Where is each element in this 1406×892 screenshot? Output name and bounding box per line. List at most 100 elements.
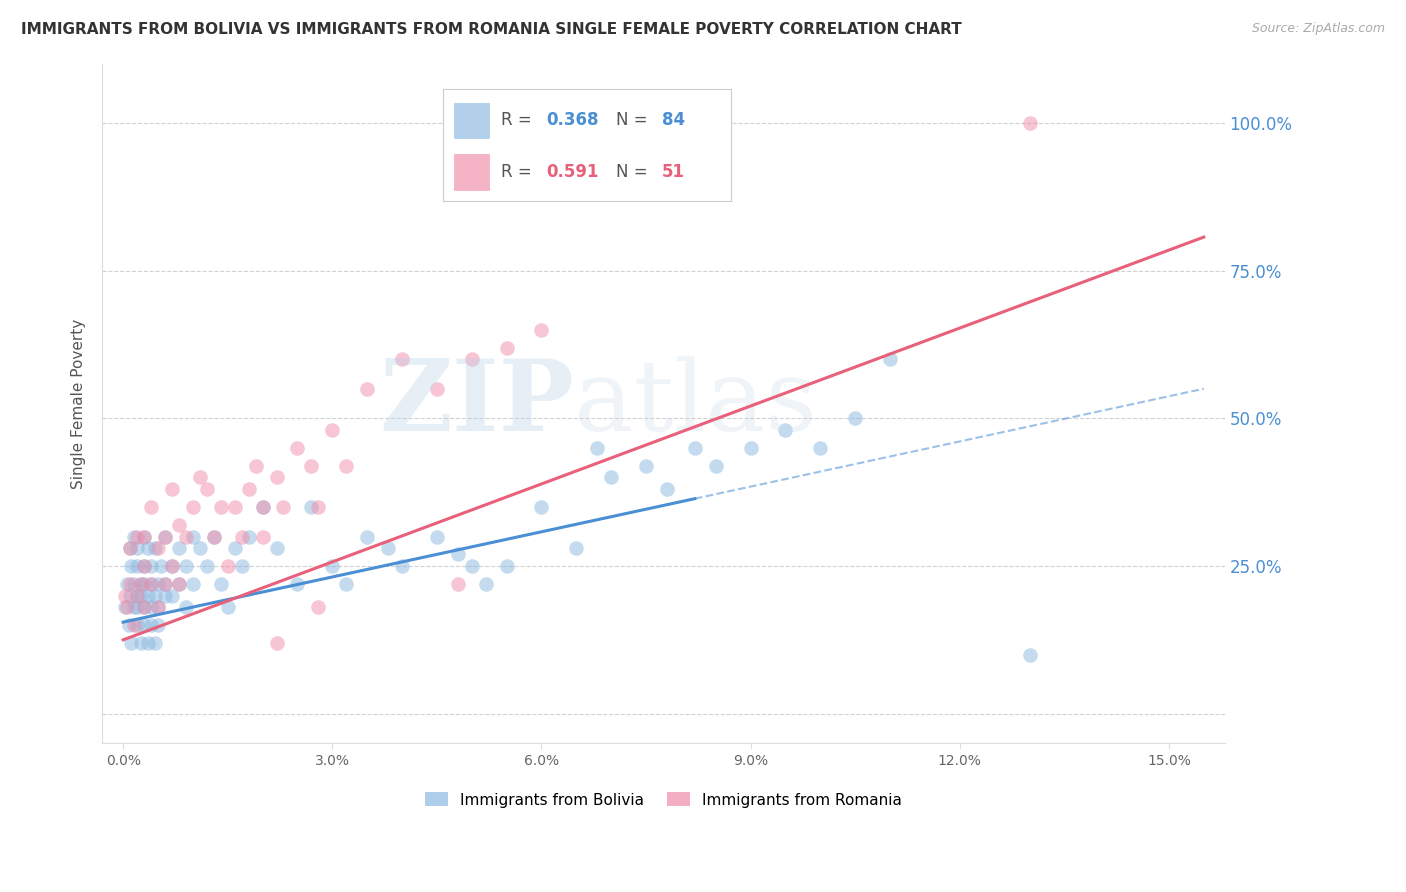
Point (1018, 116, 1040, 130)
Point (125, 618, 148, 632)
Point (122, 618, 145, 632)
Point (321, 559, 343, 574)
Point (356, 382, 378, 396)
Point (202, 529, 225, 543)
Point (321, 423, 343, 437)
Point (299, 500, 322, 514)
Point (139, 576, 162, 591)
Point (167, 517, 190, 532)
Point (120, 589, 142, 603)
Point (495, 559, 517, 574)
Point (146, 600, 169, 615)
Point (153, 589, 176, 603)
Point (153, 576, 176, 591)
Legend: Immigrants from Bolivia, Immigrants from Romania: Immigrants from Bolivia, Immigrants from… (419, 787, 908, 814)
Point (704, 458, 727, 473)
Point (245, 458, 267, 473)
Point (238, 529, 260, 543)
Point (125, 600, 148, 615)
Point (160, 483, 183, 497)
Text: 0.591: 0.591 (547, 162, 599, 181)
Point (808, 441, 831, 455)
Point (217, 600, 239, 615)
Text: 51: 51 (662, 162, 685, 181)
Point (146, 600, 169, 615)
Bar (454, 153, 489, 189)
Point (273, 500, 295, 514)
Text: R =: R = (501, 112, 537, 129)
Point (129, 636, 152, 650)
Point (118, 618, 141, 632)
Point (150, 559, 173, 574)
Text: ZIP: ZIP (378, 355, 574, 452)
Point (174, 529, 197, 543)
Bar (454, 103, 489, 138)
Point (202, 529, 225, 543)
Point (266, 636, 288, 650)
Point (217, 559, 239, 574)
Point (634, 458, 657, 473)
Point (125, 541, 148, 556)
Point (120, 576, 142, 591)
Point (299, 458, 322, 473)
Point (136, 589, 159, 603)
Point (132, 600, 155, 615)
Point (377, 541, 399, 556)
Point (391, 559, 413, 574)
Point (160, 559, 183, 574)
Point (231, 529, 253, 543)
Point (153, 529, 176, 543)
Point (224, 500, 246, 514)
Text: 84: 84 (662, 112, 685, 129)
Point (132, 529, 155, 543)
Point (167, 576, 190, 591)
Point (115, 600, 138, 615)
Point (335, 576, 357, 591)
Point (181, 576, 204, 591)
Point (252, 529, 274, 543)
Point (447, 576, 470, 591)
Point (586, 441, 609, 455)
Point (139, 600, 162, 615)
Point (224, 541, 246, 556)
Point (447, 547, 470, 561)
Point (115, 576, 138, 591)
Text: N =: N = (616, 112, 652, 129)
Point (307, 500, 329, 514)
Point (153, 576, 176, 591)
Point (1018, 648, 1040, 662)
Point (146, 576, 169, 591)
Point (136, 636, 159, 650)
Point (167, 576, 190, 591)
Point (160, 589, 183, 603)
Text: Source: ZipAtlas.com: Source: ZipAtlas.com (1251, 22, 1385, 36)
Point (139, 500, 162, 514)
Point (879, 352, 901, 367)
Point (167, 541, 190, 556)
Point (307, 600, 329, 615)
Point (461, 559, 484, 574)
Text: R =: R = (501, 162, 537, 181)
Point (125, 589, 148, 603)
Point (683, 441, 706, 455)
Point (174, 600, 197, 615)
Point (125, 589, 148, 603)
Point (132, 559, 155, 574)
Y-axis label: Single Female Poverty: Single Female Poverty (72, 318, 86, 489)
Point (139, 559, 162, 574)
Text: N =: N = (616, 162, 652, 181)
Point (146, 618, 169, 632)
Point (136, 541, 159, 556)
Point (122, 576, 145, 591)
Point (121, 636, 143, 650)
Point (530, 500, 553, 514)
Point (143, 589, 166, 603)
Point (174, 559, 197, 574)
Point (600, 470, 623, 484)
Point (655, 483, 678, 497)
Point (740, 441, 762, 455)
Point (266, 470, 288, 484)
Point (287, 576, 309, 591)
Point (188, 541, 211, 556)
Point (139, 618, 162, 632)
